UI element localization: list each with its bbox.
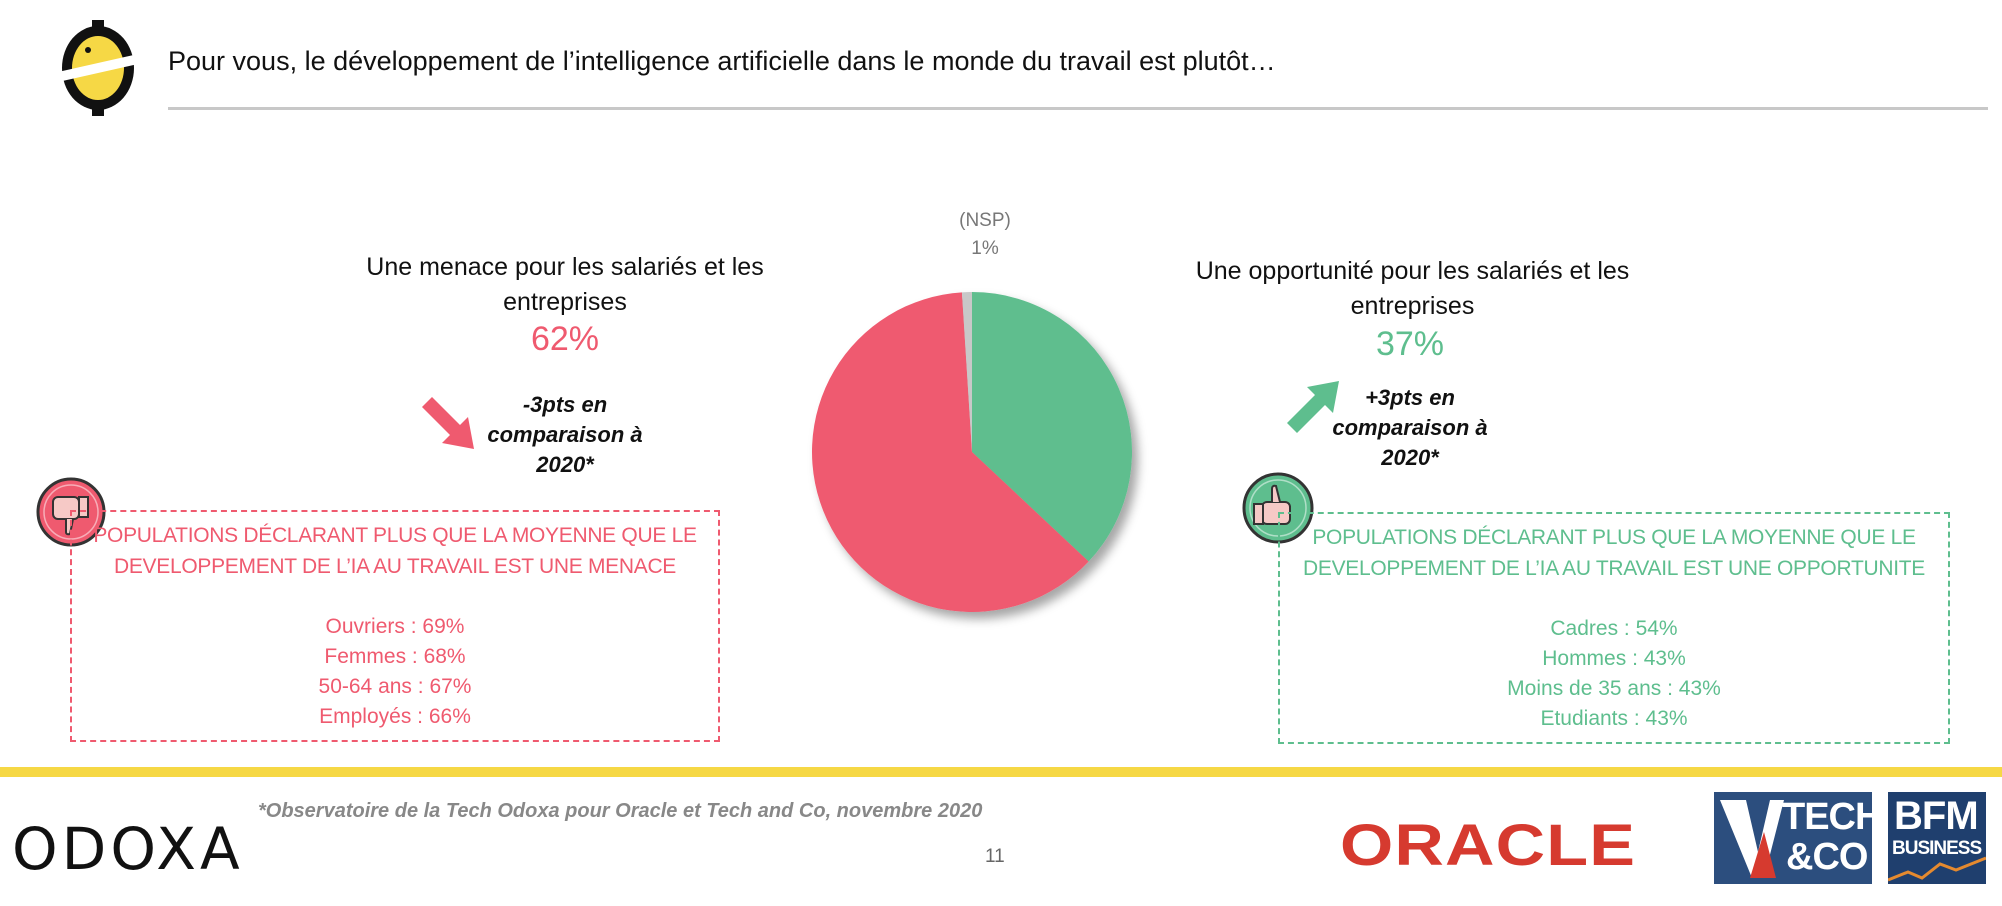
- menace-percentage: 62%: [530, 320, 600, 358]
- odoxa-badge-icon: [58, 20, 138, 116]
- menace-populations-box: POPULATIONS DÉCLARANT PLUS QUE LA MOYENN…: [70, 510, 720, 742]
- arrow-down-right-icon: [422, 397, 474, 449]
- pie-slice-menace: [812, 292, 1089, 612]
- tech-and-co-logo: TECH &CO: [1714, 792, 1872, 884]
- odoxa-logo: ODOXA: [12, 815, 244, 883]
- opportunite-box-heading: POPULATIONS DÉCLARANT PLUS QUE LA MOYENN…: [1303, 526, 1925, 580]
- menace-title: Une menace pour les salariés et les entr…: [366, 253, 764, 316]
- nsp-label-text: (NSP): [959, 210, 1011, 231]
- survey-question: Pour vous, le développement de l’intelli…: [168, 46, 1276, 76]
- menace-populations-list: Ouvriers : 69% Femmes : 68% 50-64 ans : …: [72, 612, 718, 732]
- pie-slice-nsp: [961, 292, 972, 452]
- opportunite-change: +3pts en comparaison à 2020*: [1332, 385, 1488, 470]
- opportunite-title: Une opportunité pour les salariés et les…: [1195, 257, 1630, 320]
- pie-chart: [812, 292, 1132, 612]
- footer-band: [0, 767, 2002, 777]
- list-item: Etudiants : 43%: [1540, 707, 1688, 730]
- arrow-up-right-icon: [1287, 381, 1339, 433]
- oracle-logo: ORACLE: [1340, 813, 1637, 878]
- techco-logo-line1: TECH: [1782, 796, 1872, 838]
- pie-slice-opportunite: [972, 292, 1132, 562]
- list-item: Hommes : 43%: [1542, 647, 1686, 670]
- opportunite-populations-list: Cadres : 54% Hommes : 43% Moins de 35 an…: [1280, 614, 1948, 734]
- opportunite-percentage: 37%: [1375, 325, 1445, 363]
- menace-box-heading: POPULATIONS DÉCLARANT PLUS QUE LA MOYENN…: [93, 524, 697, 578]
- list-item: Femmes : 68%: [324, 645, 466, 668]
- list-item: 50-64 ans : 67%: [318, 675, 472, 698]
- nsp-label: (NSP) 1%: [940, 207, 1030, 263]
- bfm-logo-line2: BUSINESS: [1892, 838, 1982, 859]
- bfm-business-logo: BFM BUSINESS: [1888, 792, 1986, 884]
- list-item: Cadres : 54%: [1550, 617, 1678, 640]
- trend-line-icon: [1888, 856, 1986, 882]
- nsp-value: 1%: [971, 238, 999, 259]
- menace-change: -3pts en comparaison à 2020*: [487, 392, 643, 477]
- list-item: Employés : 66%: [319, 705, 471, 728]
- techco-logo-line2: &CO: [1786, 836, 1868, 878]
- page-number: 11: [985, 846, 1005, 867]
- list-item: Ouvriers : 69%: [325, 615, 465, 638]
- tech-and-co-mark-icon: [1720, 800, 1784, 878]
- opportunite-populations-box: POPULATIONS DÉCLARANT PLUS QUE LA MOYENN…: [1278, 512, 1950, 744]
- header-divider: [168, 107, 1988, 110]
- list-item: Moins de 35 ans : 43%: [1507, 677, 1721, 700]
- source-footnote: *Observatoire de la Tech Odoxa pour Orac…: [258, 800, 983, 822]
- bfm-logo-line1: BFM: [1894, 794, 1979, 838]
